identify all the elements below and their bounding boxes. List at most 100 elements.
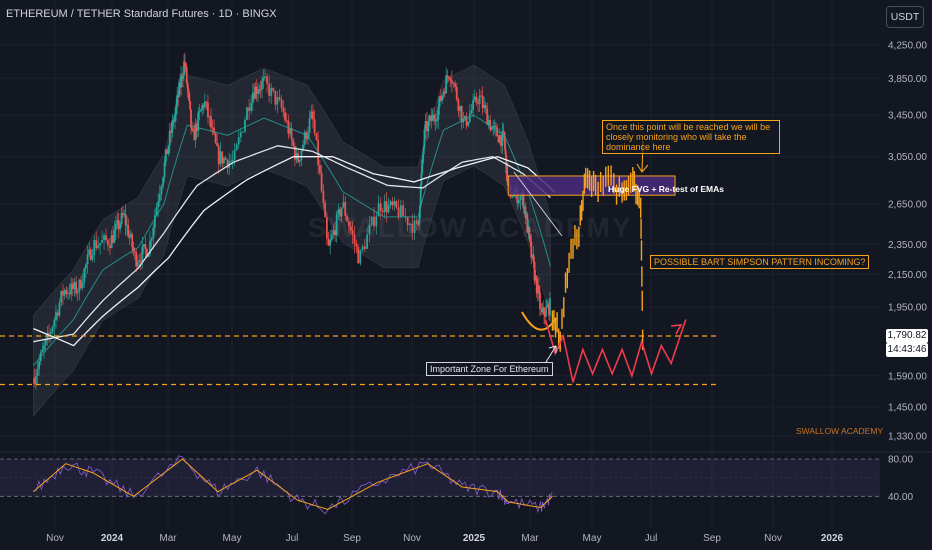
candle-body [340, 207, 343, 217]
candle-body [465, 116, 468, 126]
candle-body [506, 162, 509, 182]
candle-body [337, 209, 340, 214]
candle-body [387, 205, 390, 213]
candle-body [145, 248, 148, 258]
watermark: SWALLOW ACADEMY [308, 212, 633, 243]
candle-body [120, 213, 123, 224]
candle-body [285, 120, 288, 122]
candle-body [481, 95, 484, 108]
candle-body [75, 281, 77, 294]
candle-body [172, 120, 175, 122]
candle-body [370, 216, 373, 225]
candle-body [467, 121, 470, 126]
candle-body [381, 210, 384, 213]
projection-arc [521, 311, 557, 331]
candle-body [339, 209, 341, 217]
candle-body [241, 131, 244, 133]
candle-body [541, 308, 543, 312]
candle-body [438, 96, 441, 108]
candle-body [542, 307, 544, 312]
candle-body [308, 118, 311, 133]
candle-body [63, 290, 66, 296]
candle-body [325, 217, 328, 239]
candle-body [58, 302, 61, 316]
candle-body [131, 234, 134, 248]
candle-body [259, 89, 262, 91]
candle-body [139, 260, 142, 262]
candle-body [430, 115, 433, 122]
candle-body [494, 125, 497, 128]
candle-body [136, 262, 139, 267]
bar-countdown: 14:43:46 [886, 343, 928, 357]
candle-body [470, 110, 473, 114]
candle-body [103, 235, 105, 240]
candle-body [477, 102, 479, 104]
current-price-label: 1,790.82 [886, 329, 928, 343]
candle-body [544, 315, 546, 317]
candle-body [434, 119, 437, 122]
candle-body [65, 290, 68, 294]
candle-body [216, 143, 218, 146]
time-axis-label: Mar [521, 533, 539, 544]
candle-body [270, 87, 273, 96]
candle-body [329, 239, 332, 246]
candle-body [391, 201, 394, 206]
candle-body [422, 146, 425, 155]
candle-body [318, 165, 321, 173]
candle-body [517, 200, 520, 204]
candle-body [163, 161, 166, 178]
candle-body [349, 226, 352, 231]
candle-body [532, 254, 535, 262]
candle-body [49, 331, 52, 334]
candle-body [475, 96, 478, 103]
price-axis-label: 1,950.00 [888, 303, 927, 314]
rsi-axis-label: 80.00 [888, 455, 913, 466]
candle-body [363, 246, 366, 249]
candle-body [135, 252, 138, 267]
candle-body [68, 292, 71, 295]
candle-body [175, 104, 178, 114]
candle-body [496, 127, 499, 137]
candle-body [60, 291, 63, 303]
candle-body [168, 130, 171, 146]
candle-body [549, 297, 551, 316]
candle-body [174, 113, 176, 122]
candle-body [127, 224, 130, 237]
candle-body [531, 254, 534, 258]
currency-button[interactable]: USDT [886, 6, 924, 28]
candle-body [126, 224, 128, 226]
candle-body [264, 76, 266, 78]
candle-body [205, 101, 208, 103]
candle-body [207, 102, 209, 118]
candle-body [33, 378, 36, 385]
projection-arrowhead [670, 324, 683, 335]
time-axis-label: May [223, 533, 242, 544]
candle-body [198, 111, 201, 113]
candle-body [418, 218, 421, 225]
candle-body [312, 111, 314, 120]
candle-body [123, 214, 126, 215]
candle-body [449, 77, 452, 81]
candle-body [533, 261, 536, 281]
candle-body [472, 100, 474, 111]
bart-pattern-note: POSSIBLE BART SIMPSON PATTERN INCOMING? [650, 255, 870, 269]
candle-body [56, 312, 59, 316]
candle-body [141, 246, 144, 262]
candle-body [62, 291, 64, 296]
ema-fast-line [33, 114, 551, 366]
price-axis-label: 3,850.00 [888, 74, 927, 85]
candle-body [419, 205, 421, 219]
candle-body [447, 77, 450, 78]
candle-body [268, 83, 271, 96]
candle-body [439, 96, 442, 101]
price-axis-label: 1,450.00 [888, 402, 927, 413]
candle-body [322, 191, 325, 203]
candle-body [409, 223, 411, 226]
candle-body [274, 90, 277, 105]
candle-body [422, 154, 424, 160]
candle-body [452, 83, 455, 84]
candle-body [426, 121, 428, 132]
candle-body [80, 279, 82, 289]
candle-body [524, 206, 527, 219]
